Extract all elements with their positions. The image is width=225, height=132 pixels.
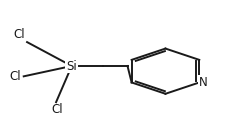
Text: Cl: Cl bbox=[10, 70, 21, 83]
Text: Cl: Cl bbox=[13, 28, 25, 41]
Text: Si: Si bbox=[66, 60, 77, 72]
Text: Cl: Cl bbox=[51, 103, 63, 116]
Text: N: N bbox=[198, 76, 207, 89]
